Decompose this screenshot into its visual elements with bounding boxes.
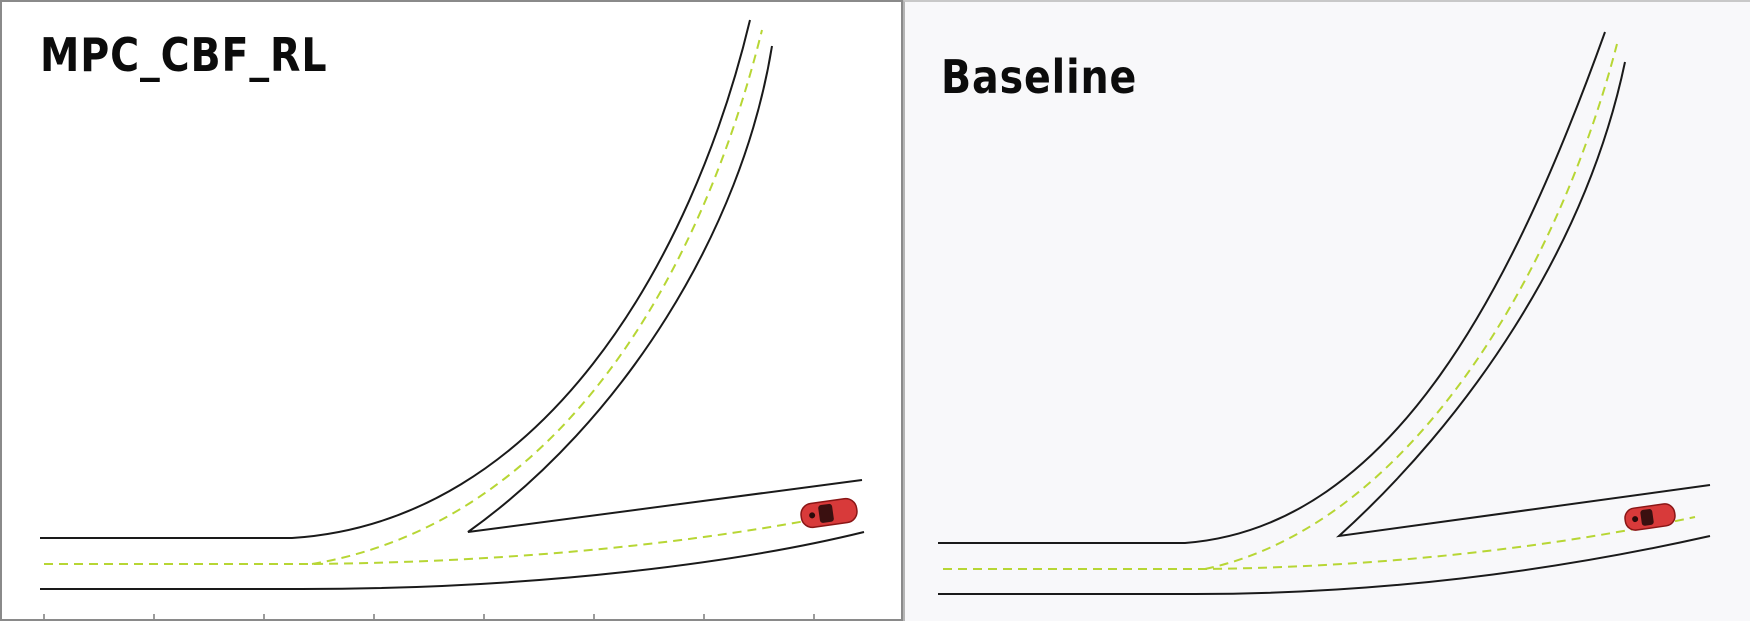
red-car-icon bbox=[1624, 503, 1676, 531]
road-edge-lower bbox=[40, 531, 865, 590]
road-edge-upper-left bbox=[40, 19, 751, 539]
road-edge-upper-left bbox=[938, 31, 1606, 544]
road-edge-wedge bbox=[1335, 61, 1711, 538]
road-scene-left bbox=[40, 19, 865, 619]
road-edge-lower bbox=[938, 535, 1711, 595]
axis-ticks bbox=[43, 614, 815, 619]
baseline-panel: Baseline bbox=[903, 0, 1750, 621]
red-car-icon bbox=[800, 497, 858, 529]
lane-centerline-curve bbox=[1204, 43, 1618, 570]
road-scene-right bbox=[938, 31, 1711, 595]
road-edge-wedge bbox=[467, 45, 863, 533]
panel-title-baseline: Baseline bbox=[941, 50, 1138, 104]
lane-centerline-curve bbox=[311, 29, 763, 565]
lane-centerline-straight bbox=[44, 513, 843, 565]
mpc-cbf-rl-panel: MPC_CBF_RL bbox=[0, 0, 903, 621]
panel-title-mpc-cbf-rl: MPC_CBF_RL bbox=[40, 28, 328, 82]
